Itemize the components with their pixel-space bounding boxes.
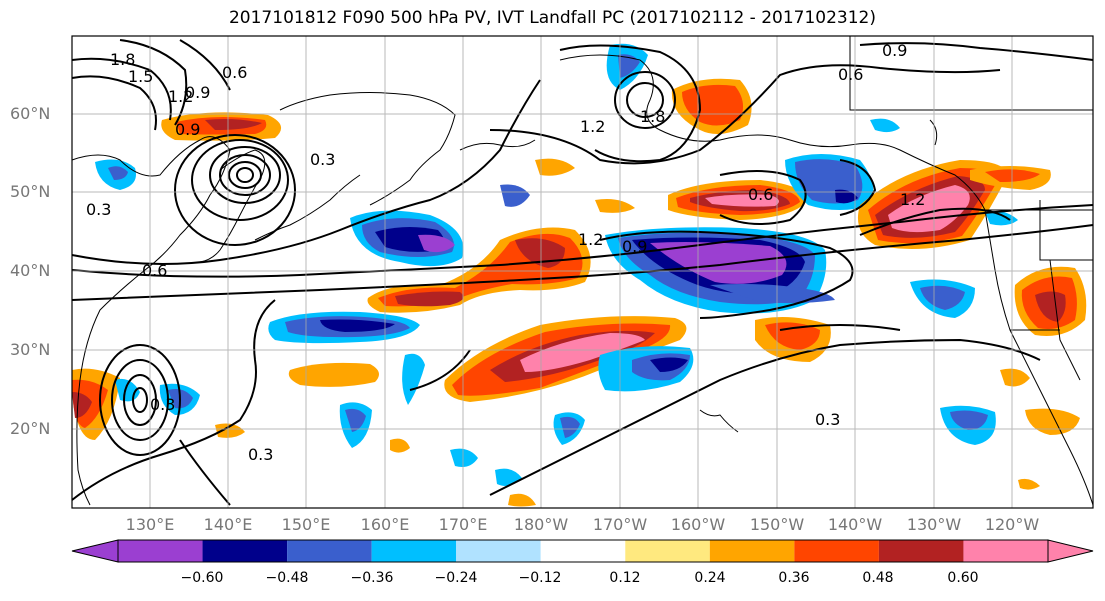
lat-label: 60°N — [10, 104, 51, 123]
lat-label: 40°N — [10, 261, 51, 280]
contour-label: 0.3 — [150, 395, 175, 414]
contour-label: 0.9 — [622, 237, 647, 256]
contour-label: 0.3 — [86, 200, 111, 219]
graticule — [72, 36, 1093, 508]
lon-label: 160°W — [670, 515, 726, 534]
lon-label: 140°E — [203, 515, 253, 534]
contour-label: 0.3 — [248, 445, 273, 464]
contour-label: 1.2 — [578, 230, 603, 249]
contour-label: 0.6 — [838, 65, 863, 84]
lon-label: 140°W — [827, 515, 883, 534]
lon-label: 160°E — [360, 515, 410, 534]
colorbar-segment — [709, 540, 795, 562]
contour-label: 0.3 — [310, 150, 335, 169]
contour-label: 0.6 — [748, 185, 773, 204]
lon-label: 170°W — [592, 515, 648, 534]
contour-label: 1.2 — [580, 117, 605, 136]
lon-label: 130°W — [906, 515, 962, 534]
lon-label: 150°E — [281, 515, 331, 534]
colorbar-segment — [118, 540, 203, 562]
contour-label: 1.2 — [900, 190, 925, 209]
contour-label: 0.9 — [185, 83, 210, 102]
colorbar-tick: −0.12 — [518, 570, 562, 586]
colorbar-tick: 0.12 — [609, 570, 641, 586]
colorbar-tick: 0.36 — [778, 570, 810, 586]
coastlines — [71, 36, 1094, 506]
lat-label: 30°N — [10, 340, 51, 359]
colorbar-segment — [456, 540, 541, 562]
contour-labels: 1.8 1.5 1.2 0.9 0.6 0.3 0.9 0.6 1.2 1.8 … — [86, 41, 925, 464]
map-title: 2017101812 F090 500 hPa PV, IVT Landfall… — [228, 8, 876, 28]
colorbar — [71, 539, 1094, 563]
contour-label: 1.8 — [110, 50, 135, 69]
lon-label: 170°E — [438, 515, 488, 534]
lon-label: 130°E — [125, 515, 175, 534]
contour-label: 0.9 — [175, 120, 200, 139]
colorbar-tick: 0.24 — [694, 570, 726, 586]
colorbar-segment — [878, 540, 964, 562]
colorbar-segment — [794, 540, 879, 562]
contour-label: 0.9 — [882, 41, 907, 60]
colorbar-segment — [371, 540, 457, 562]
colorbar-tick: −0.48 — [265, 570, 309, 586]
colorbar-segment — [963, 540, 1048, 562]
contour-label: 0.6 — [142, 261, 167, 280]
colorbar-tick: 0.48 — [862, 570, 894, 586]
colorbar-extend-right — [1047, 539, 1094, 563]
contour-label: 0.3 — [815, 410, 840, 429]
contour-label: 1.2 — [168, 87, 193, 106]
contour-label: 1.5 — [128, 67, 153, 86]
colorbar-segment — [202, 540, 288, 562]
lon-label: 180°W — [513, 515, 569, 534]
plot-frame — [71, 35, 1094, 509]
lat-label: 20°N — [10, 419, 51, 438]
lat-label: 50°N — [10, 182, 51, 201]
shaded-anomalies — [72, 43, 1087, 507]
colorbar-extend-left — [71, 539, 119, 563]
lon-label: 150°W — [749, 515, 805, 534]
colorbar-tick: −0.60 — [180, 570, 224, 586]
contour-label: 1.8 — [640, 107, 665, 126]
colorbar-segment — [287, 540, 372, 562]
colorbar-tick: 0.60 — [947, 570, 979, 586]
contour-label: 0.6 — [222, 63, 247, 82]
lon-label: 120°W — [984, 515, 1040, 534]
colorbar-tick: −0.36 — [350, 570, 394, 586]
colorbar-border — [117, 539, 1049, 563]
colorbar-segment — [625, 540, 710, 562]
colorbar-segment — [540, 540, 626, 562]
colorbar-tick: −0.24 — [434, 570, 478, 586]
